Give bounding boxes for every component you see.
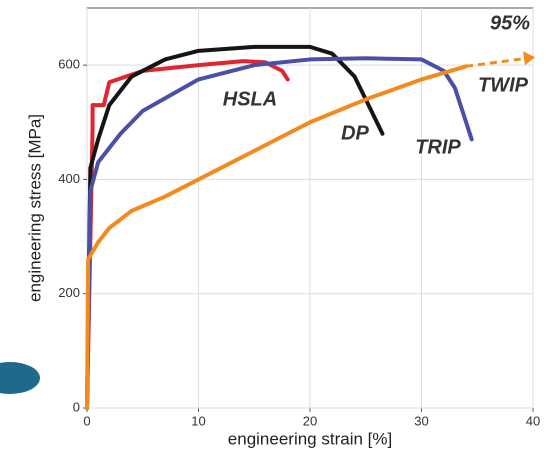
annotation: 95% [490,12,530,34]
x-tick-label: 30 [414,413,428,428]
y-tick-label: 600 [58,57,80,72]
x-tick-label: 20 [303,413,317,428]
line-series [85,64,469,410]
extension-arrow [465,56,528,68]
y-tick-label: 0 [73,399,80,414]
y-tick-label: 200 [58,285,80,300]
x-tick-label: 40 [526,413,540,428]
series-label: DP [341,122,369,144]
line-series [85,56,474,410]
decoration [0,362,40,394]
y-axis-title: engineering stress [MPa] [25,114,44,302]
line-series [85,59,290,410]
x-tick-label: 0 [83,413,90,428]
series-label: HSLA [223,88,277,110]
series-label: TWIP [478,74,529,96]
x-tick-label: 10 [191,413,205,428]
x-axis-title: engineering strain [%] [228,429,392,448]
y-tick-label: 400 [58,171,80,186]
line-series [85,44,385,410]
arrow-head [523,51,535,66]
series-label: TRIP [415,136,461,158]
